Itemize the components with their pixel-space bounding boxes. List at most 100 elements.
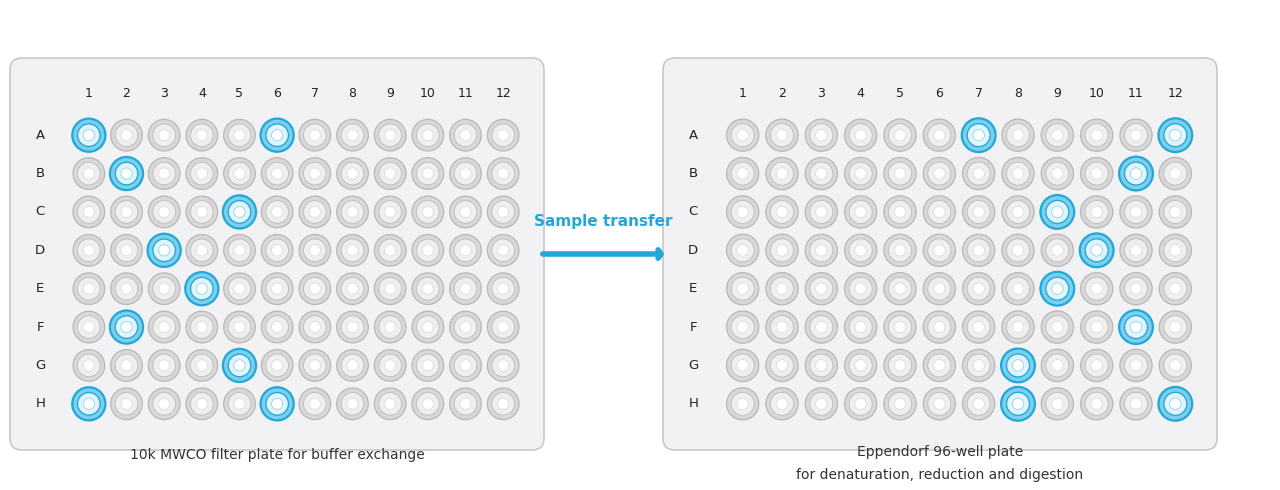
Circle shape xyxy=(449,311,481,343)
Circle shape xyxy=(300,273,330,304)
Circle shape xyxy=(449,273,481,304)
Circle shape xyxy=(374,350,406,381)
Circle shape xyxy=(928,392,951,416)
Circle shape xyxy=(1091,245,1102,256)
Circle shape xyxy=(186,311,218,343)
Circle shape xyxy=(78,162,100,185)
Circle shape xyxy=(310,168,320,179)
Circle shape xyxy=(347,245,358,256)
Circle shape xyxy=(973,245,984,256)
Text: G: G xyxy=(689,359,699,372)
Circle shape xyxy=(271,398,283,410)
Circle shape xyxy=(765,272,799,305)
Circle shape xyxy=(933,206,945,218)
Circle shape xyxy=(78,392,100,415)
Circle shape xyxy=(379,354,402,377)
Circle shape xyxy=(498,129,509,141)
Circle shape xyxy=(1085,162,1108,185)
Circle shape xyxy=(449,158,481,189)
Circle shape xyxy=(855,360,867,371)
Circle shape xyxy=(454,162,476,185)
Circle shape xyxy=(148,196,180,228)
Circle shape xyxy=(379,124,402,147)
Circle shape xyxy=(1046,354,1069,377)
Circle shape xyxy=(1160,157,1192,190)
Circle shape xyxy=(384,398,396,410)
Circle shape xyxy=(379,316,402,339)
Circle shape xyxy=(148,388,180,419)
Circle shape xyxy=(815,398,827,410)
Circle shape xyxy=(928,123,951,147)
Circle shape xyxy=(412,196,444,228)
Text: 1: 1 xyxy=(739,87,746,99)
Circle shape xyxy=(191,392,214,415)
Circle shape xyxy=(923,196,955,228)
Circle shape xyxy=(1006,316,1029,339)
Circle shape xyxy=(968,123,991,147)
Circle shape xyxy=(1164,239,1187,262)
Circle shape xyxy=(73,158,105,189)
Circle shape xyxy=(1091,129,1102,141)
Circle shape xyxy=(1085,316,1108,339)
Circle shape xyxy=(78,354,100,377)
Circle shape xyxy=(110,196,142,228)
Circle shape xyxy=(1170,245,1181,256)
Circle shape xyxy=(159,168,170,179)
Circle shape xyxy=(449,388,481,419)
Circle shape xyxy=(1012,283,1024,294)
Circle shape xyxy=(845,388,877,420)
Circle shape xyxy=(384,321,396,333)
Circle shape xyxy=(152,316,175,339)
Circle shape xyxy=(159,321,170,333)
Circle shape xyxy=(731,392,754,416)
Circle shape xyxy=(223,349,256,382)
Circle shape xyxy=(933,283,945,294)
Circle shape xyxy=(186,272,219,305)
Circle shape xyxy=(1164,162,1187,185)
Circle shape xyxy=(1002,157,1034,190)
Circle shape xyxy=(1001,348,1036,382)
Circle shape xyxy=(1160,196,1192,228)
Circle shape xyxy=(1091,398,1102,410)
Circle shape xyxy=(228,354,251,377)
Circle shape xyxy=(300,158,330,189)
Text: 11: 11 xyxy=(1128,87,1144,99)
Circle shape xyxy=(1041,388,1074,420)
Circle shape xyxy=(412,273,444,304)
Circle shape xyxy=(422,245,434,256)
Text: 2: 2 xyxy=(123,87,131,99)
Circle shape xyxy=(1052,206,1064,218)
Circle shape xyxy=(1130,398,1142,410)
Circle shape xyxy=(83,129,95,141)
Circle shape xyxy=(1170,206,1181,218)
Circle shape xyxy=(845,119,877,151)
Text: Sample transfer: Sample transfer xyxy=(534,214,673,229)
Circle shape xyxy=(968,239,991,262)
Circle shape xyxy=(488,350,518,381)
Circle shape xyxy=(271,360,283,371)
Circle shape xyxy=(1012,360,1024,371)
Text: 4: 4 xyxy=(198,87,206,99)
Circle shape xyxy=(1046,316,1069,339)
Circle shape xyxy=(963,388,995,420)
Circle shape xyxy=(1080,272,1112,305)
Circle shape xyxy=(727,157,759,190)
Circle shape xyxy=(805,119,837,151)
Circle shape xyxy=(888,200,911,223)
Circle shape xyxy=(234,206,246,218)
Circle shape xyxy=(228,239,251,262)
Circle shape xyxy=(884,196,916,228)
Circle shape xyxy=(73,235,105,266)
Circle shape xyxy=(776,168,787,179)
Text: C: C xyxy=(36,205,45,219)
Circle shape xyxy=(810,277,833,300)
Circle shape xyxy=(454,277,476,300)
Circle shape xyxy=(973,168,984,179)
Circle shape xyxy=(224,273,255,304)
Circle shape xyxy=(1164,277,1187,300)
Circle shape xyxy=(196,321,207,333)
Circle shape xyxy=(303,162,326,185)
Circle shape xyxy=(374,158,406,189)
Circle shape xyxy=(731,354,754,377)
Circle shape xyxy=(266,354,288,377)
